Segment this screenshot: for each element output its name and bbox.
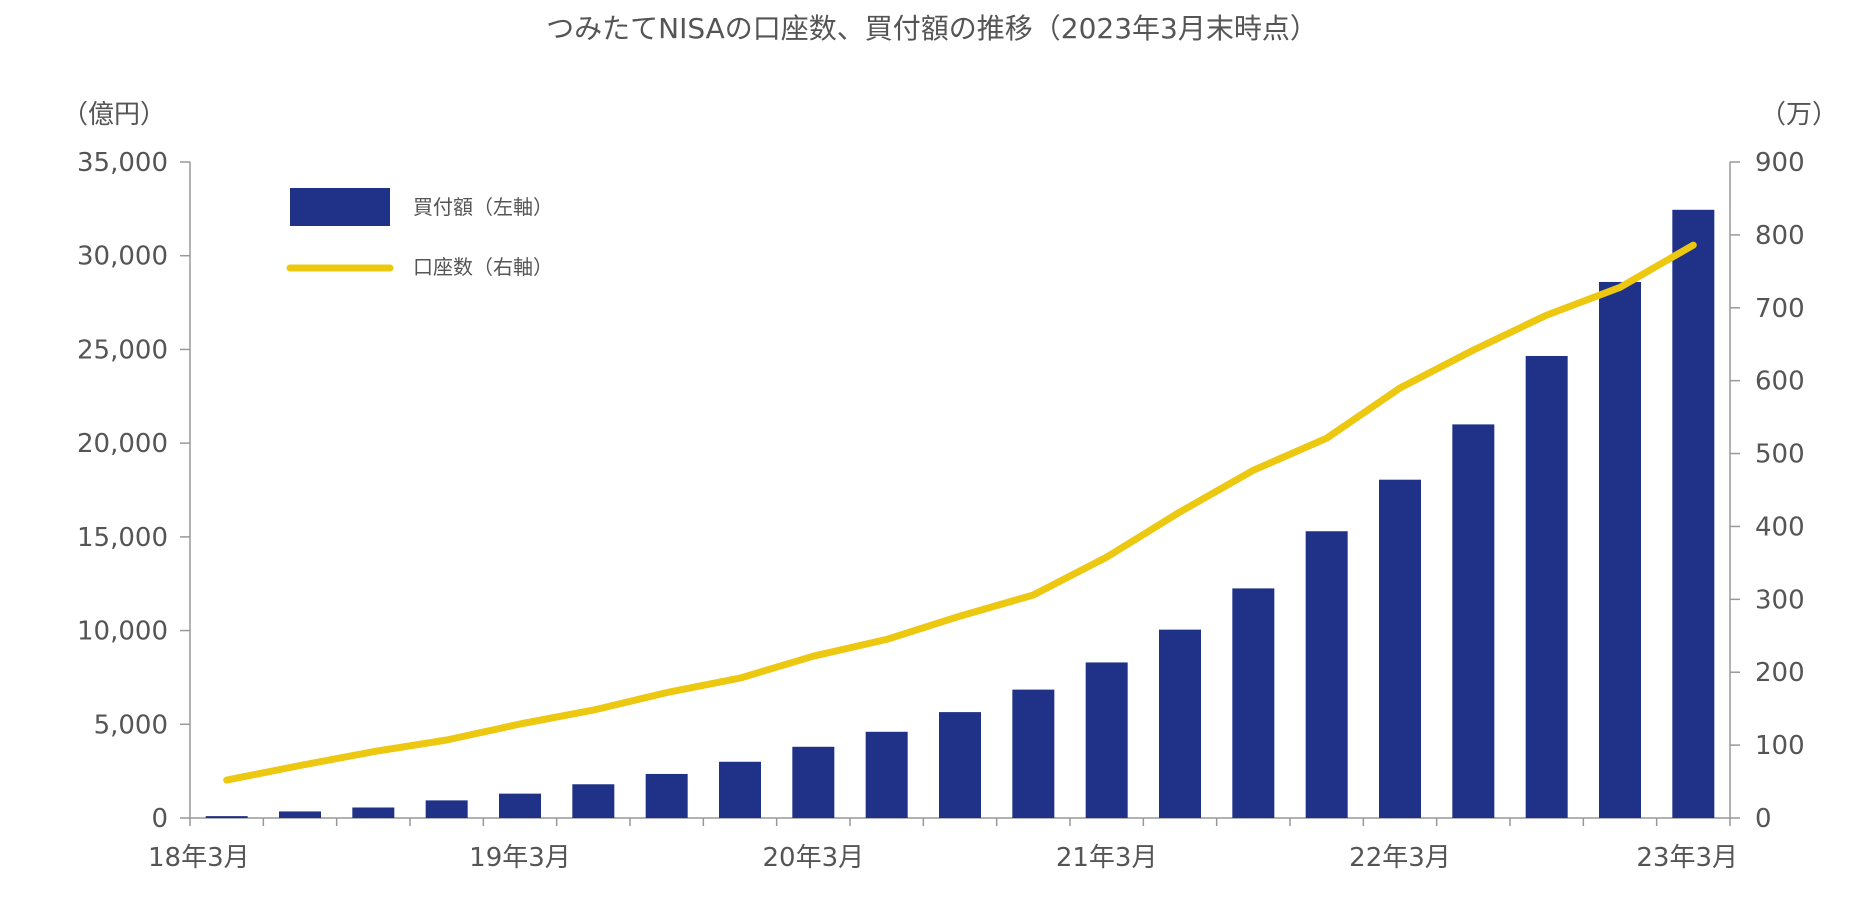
chart-title: つみたてNISAの口座数、買付額の推移（2023年3月末時点） <box>546 12 1318 45</box>
right-axis-tick-label: 0 <box>1755 804 1772 834</box>
bar <box>352 807 395 818</box>
bar <box>939 712 981 818</box>
legend-bar-label: 買付額（左軸） <box>413 195 553 219</box>
bar <box>1305 531 1348 818</box>
account-count-line <box>223 241 1697 784</box>
bar <box>719 761 761 818</box>
left-axis-tick-label: 5,000 <box>94 710 168 740</box>
bar <box>792 746 835 818</box>
x-axis-tick-label: 21年3月 <box>1056 843 1158 873</box>
right-axis-tick-label: 700 <box>1755 294 1805 324</box>
bar <box>645 773 688 818</box>
bar <box>572 784 615 818</box>
bar <box>499 793 541 818</box>
x-axis-tick-label: 22年3月 <box>1349 843 1451 873</box>
bar <box>1159 629 1201 818</box>
bar <box>425 800 468 818</box>
bar <box>205 816 248 818</box>
left-axis-tick-label: 35,000 <box>77 148 168 178</box>
right-axis-tick-label: 500 <box>1755 440 1805 470</box>
left-axis-tick-label: 30,000 <box>77 242 168 272</box>
bar <box>1232 588 1275 818</box>
bar <box>1599 281 1641 818</box>
line-series <box>223 241 1697 784</box>
right-axis-tick-label: 600 <box>1755 367 1805 397</box>
bar <box>1085 662 1128 818</box>
right-axis-tick-label: 900 <box>1755 148 1805 178</box>
right-axis-tick-label: 800 <box>1755 221 1805 251</box>
x-axis-tick-label: 23年3月 <box>1636 843 1738 873</box>
bar <box>1672 209 1715 818</box>
left-axis-tick-label: 10,000 <box>77 617 168 647</box>
bar <box>1379 479 1421 818</box>
bar <box>1012 689 1055 818</box>
left-axis-unit: （億円） <box>62 100 166 130</box>
right-axis-tick-label: 200 <box>1755 658 1805 688</box>
bar-series <box>205 209 1715 818</box>
x-axis-tick-label: 19年3月 <box>469 843 571 873</box>
left-axis-tick-label: 15,000 <box>77 523 168 553</box>
x-axis-tick-label: 20年3月 <box>763 843 865 873</box>
legend-line-label: 口座数（右軸） <box>413 255 553 279</box>
right-axis-tick-label: 300 <box>1755 585 1805 615</box>
right-axis-tick-label: 400 <box>1755 512 1805 542</box>
bar <box>1525 355 1568 818</box>
left-axis-tick-label: 0 <box>151 804 168 834</box>
axes: 35,000 30,000 25,000 20,000 15,000 10,000 5,00… <box>77 148 1805 873</box>
bar <box>279 811 321 818</box>
bar <box>1452 424 1495 818</box>
left-axis-tick-label: 25,000 <box>77 335 168 365</box>
right-axis-unit: （万） <box>1760 100 1838 130</box>
legend-bar-swatch <box>290 188 390 226</box>
bar <box>865 731 908 818</box>
left-axis-tick-label: 20,000 <box>77 429 168 459</box>
x-axis-tick-label: 18年3月 <box>148 843 250 873</box>
legend: 買付額（左軸） 口座数（右軸） <box>286 188 553 279</box>
right-axis-tick-label: 100 <box>1755 731 1805 761</box>
